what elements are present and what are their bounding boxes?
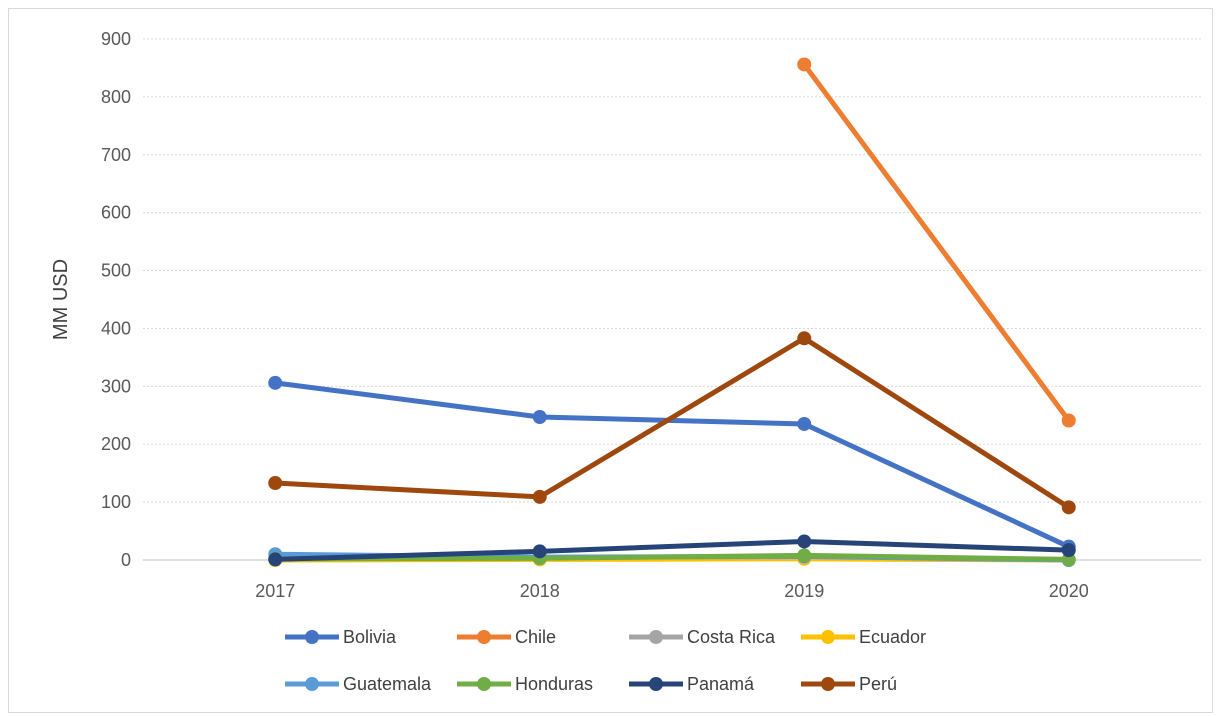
legend-item: Guatemala (285, 674, 432, 694)
legend-label: Chile (515, 627, 556, 647)
series-line (272, 538, 1072, 562)
data-point (268, 375, 283, 390)
x-tick-label: 2018 (520, 581, 560, 601)
legend-label: Honduras (515, 674, 593, 694)
x-tick-label: 2020 (1049, 581, 1089, 601)
data-point (268, 476, 283, 491)
legend-swatch-marker (305, 630, 319, 644)
series-line (801, 61, 1072, 423)
y-tick-label: 700 (101, 145, 131, 165)
series-panam- (268, 534, 1076, 567)
legend: Bolivia Chile Costa Rica Ecuador Guatemala Ho… (285, 627, 926, 694)
chart-area: 0 100 200 300 400 500 600 700 800 900 2017 2018 201… (8, 8, 1213, 713)
legend-swatch-marker (649, 677, 663, 691)
data-point (1061, 413, 1076, 428)
y-tick-label: 100 (101, 492, 131, 512)
legend-swatch-marker (477, 630, 491, 644)
data-point (532, 489, 547, 504)
legend-item: Bolivia (285, 627, 397, 647)
legend-label: Bolivia (343, 627, 397, 647)
gridlines (143, 38, 1201, 561)
data-point (1061, 543, 1076, 558)
x-axis: 2017 2018 2019 2020 (255, 581, 1089, 601)
data-point (532, 410, 547, 425)
legend-item: Panamá (629, 674, 755, 694)
data-point (268, 552, 283, 567)
legend-item: Perú (801, 674, 897, 694)
series-line (272, 380, 1072, 550)
legend-item: Costa Rica (629, 627, 776, 647)
legend-label: Perú (859, 674, 897, 694)
series-line (272, 552, 1072, 562)
legend-label: Panamá (687, 674, 755, 694)
y-tick-label: 200 (101, 434, 131, 454)
y-tick-label: 300 (101, 376, 131, 396)
y-tick-label: 800 (101, 87, 131, 107)
series-per- (268, 331, 1076, 515)
series-lines (268, 57, 1076, 567)
legend-label: Ecuador (859, 627, 926, 647)
x-tick-label: 2019 (784, 581, 824, 601)
legend-swatch-marker (477, 677, 491, 691)
series-line (272, 335, 1072, 510)
data-point (532, 544, 547, 559)
y-tick-label: 400 (101, 318, 131, 338)
legend-swatch-marker (821, 677, 835, 691)
data-point (797, 548, 812, 563)
data-point (797, 534, 812, 549)
data-point (797, 57, 812, 72)
legend-swatch-marker (649, 630, 663, 644)
x-tick-label: 2017 (255, 581, 295, 601)
series-bolivia (268, 375, 1076, 554)
legend-swatch-marker (821, 630, 835, 644)
legend-label: Guatemala (343, 674, 432, 694)
y-axis: 0 100 200 300 400 500 600 700 800 900 (101, 29, 131, 570)
y-tick-label: 600 (101, 203, 131, 223)
series-chile (797, 57, 1076, 428)
y-axis-title: MM USD (50, 259, 72, 340)
y-tick-label: 900 (101, 29, 131, 49)
y-tick-label: 500 (101, 261, 131, 281)
legend-item: Honduras (457, 674, 593, 694)
legend-label: Costa Rica (687, 627, 776, 647)
data-point (797, 416, 812, 431)
data-point (1061, 500, 1076, 515)
legend-swatch-marker (305, 677, 319, 691)
legend-item: Chile (457, 627, 556, 647)
data-point (797, 331, 812, 346)
legend-item: Ecuador (801, 627, 926, 647)
y-tick-label: 0 (121, 550, 131, 570)
